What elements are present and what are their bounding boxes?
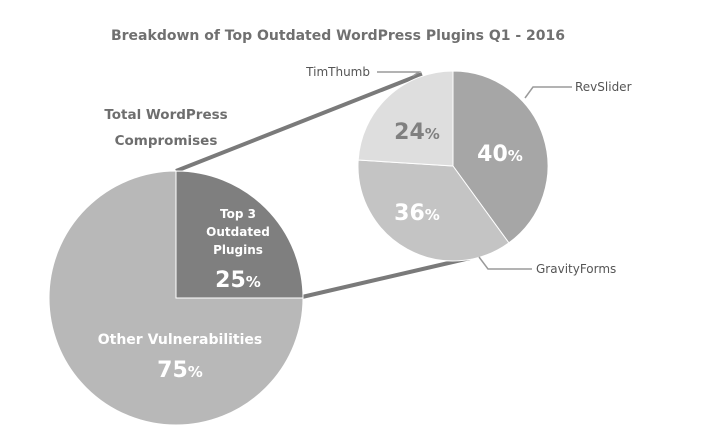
slice-label-top3-line-1: Top 3 bbox=[220, 207, 256, 221]
zoom-connector-top bbox=[175, 72, 423, 173]
slice-value-other: 75% bbox=[157, 358, 203, 383]
leader-revslider bbox=[524, 86, 572, 99]
slice-label-other: Other Vulnerabilities bbox=[98, 332, 263, 348]
pie-slice-gravityforms bbox=[357, 159, 510, 262]
pie-slice-timthumb bbox=[357, 70, 454, 167]
leader-gravityforms bbox=[478, 256, 532, 270]
legend-label-gravityforms: GravityForms bbox=[536, 262, 616, 276]
slice-value-top3: 25% bbox=[215, 268, 261, 293]
slice-label-top3-line-2: Outdated bbox=[206, 225, 270, 239]
main-pie-title-line-2: Compromises bbox=[115, 133, 218, 149]
zoom-connector-bottom bbox=[301, 256, 471, 299]
pie-slice-top3-outdated-plugins bbox=[175, 170, 304, 299]
leader-timthumb bbox=[377, 71, 422, 77]
slice-value-gravityforms: 36% bbox=[394, 201, 440, 226]
legend-label-revslider: RevSlider bbox=[575, 80, 632, 94]
legend-label-timthumb: TimThumb bbox=[305, 65, 370, 79]
main-pie bbox=[48, 170, 304, 426]
slice-label-top3-line-3: Plugins bbox=[213, 243, 263, 257]
breakdown-title: Breakdown of Top Outdated WordPress Plug… bbox=[111, 28, 565, 44]
slice-value-revslider: 40% bbox=[477, 142, 523, 167]
breakdown-pie bbox=[357, 70, 549, 262]
pie-slice-revslider bbox=[452, 70, 549, 244]
main-pie-title-line-1: Total WordPress bbox=[104, 107, 227, 123]
pie-slice-other-vulnerabilities bbox=[48, 170, 304, 426]
slice-value-timthumb: 24% bbox=[394, 120, 440, 145]
